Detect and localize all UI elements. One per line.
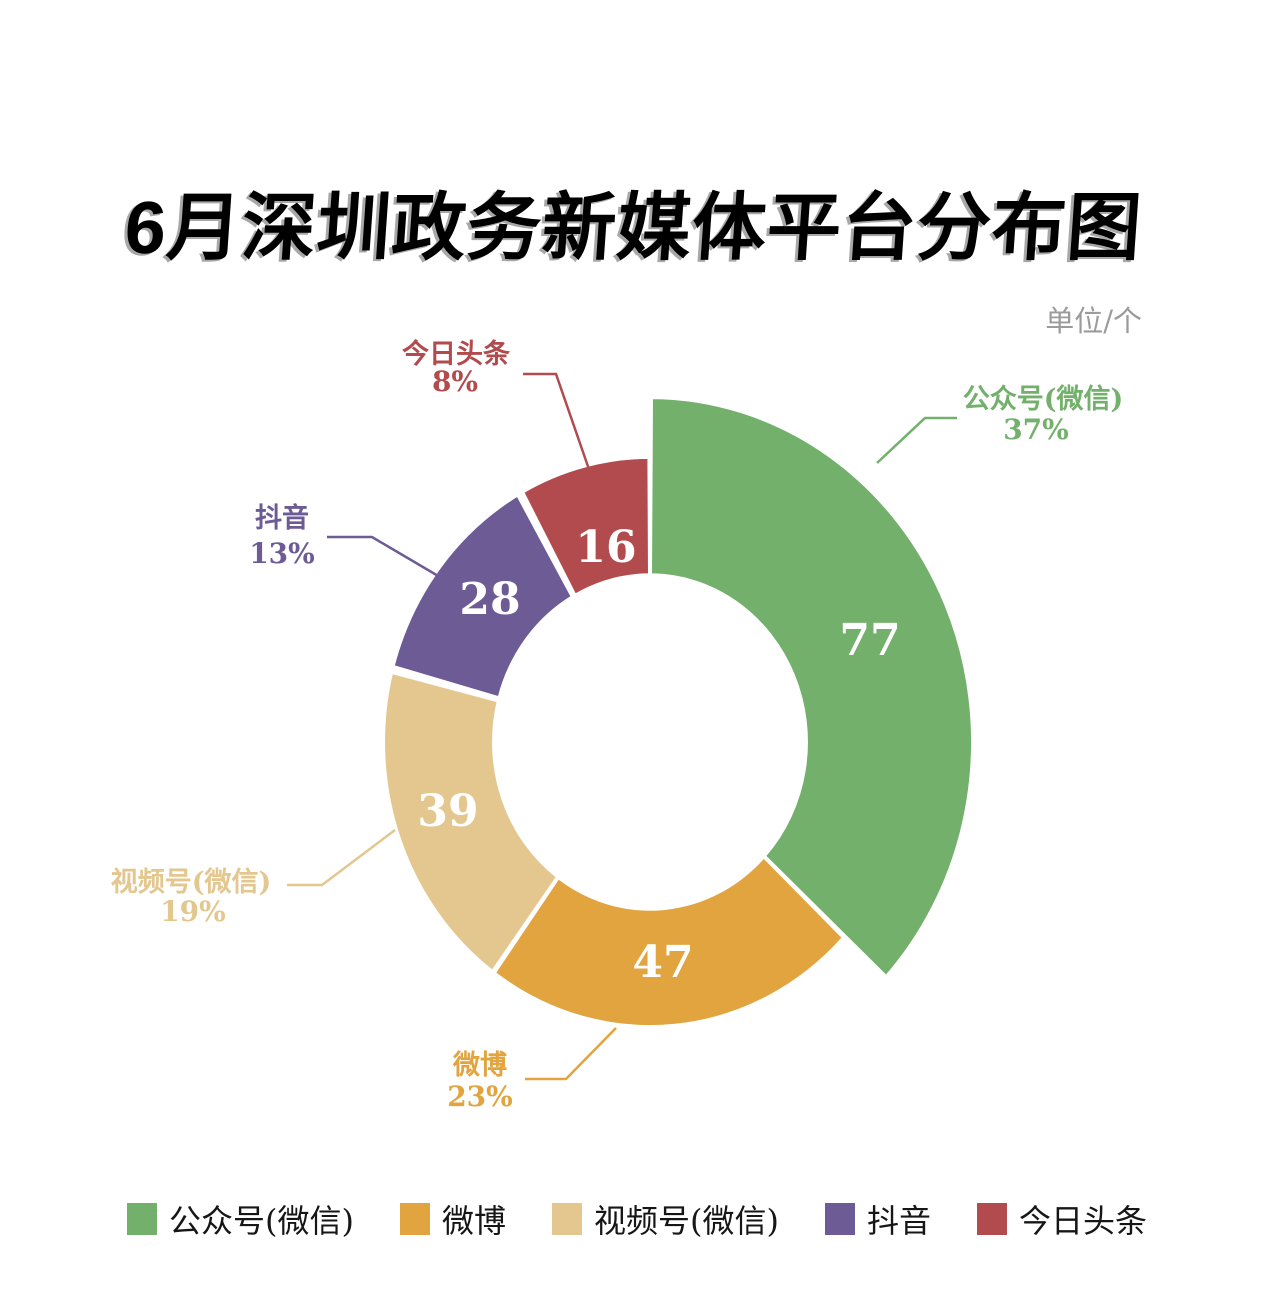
legend-item-wechat-video-account: 视频号(微信) [552,1196,779,1242]
chart-legend: 公众号(微信) 微博 视频号(微信) 抖音 今日头条 [127,1196,1147,1242]
slice-wechat-official-account [649,397,974,978]
callout-line-douyin [327,535,446,582]
slice-value-wechat-official-account: 77 [839,615,900,666]
unit-label: 单位/个 [1045,304,1142,338]
slice-value-weibo: 47 [632,937,693,988]
legend-label-wechat-video-account: 视频号(微信) [594,1202,779,1240]
legend-swatch-weibo [399,1203,430,1235]
legend-label-wechat-official-account: 公众号(微信) [169,1202,354,1240]
legend-label-toutiao: 今日头条 [1019,1202,1148,1240]
legend-swatch-douyin [824,1203,855,1235]
callout-percent-weibo: 23% [447,1080,513,1113]
callout-line-weibo [525,1027,617,1081]
legend-item-weibo: 微博 [399,1196,506,1242]
legend-swatch-toutiao [977,1203,1007,1235]
callout-percent-douyin: 13% [249,537,315,570]
callout-percent-wechat-official-account: 37% [1003,413,1069,446]
legend-swatch-wechat-video-account [552,1203,582,1235]
callout-line-wechat-video-account [287,829,396,887]
callout-category-toutiao: 今日头条 [402,338,511,370]
callout-category-wechat-video-account: 视频号(微信) [111,867,272,898]
callout-category-douyin: 抖音 [255,502,309,534]
callout-category-weibo: 微博 [452,1049,507,1081]
slice-value-wechat-video-account: 39 [417,786,478,837]
slice-toutiao [521,456,651,596]
callout-line-toutiao [523,372,594,479]
callout-percent-toutiao: 8% [432,365,478,398]
legend-item-wechat-official-account: 公众号(微信) [127,1196,354,1242]
callout-category-wechat-official-account: 公众号(微信) [963,384,1124,415]
legend-item-toutiao: 今日头条 [977,1196,1147,1242]
legend-swatch-wechat-official-account [127,1203,157,1235]
slice-weibo [493,856,845,1027]
slice-value-douyin: 28 [459,574,520,625]
legend-item-douyin: 抖音 [824,1196,931,1242]
slice-value-toutiao: 16 [575,522,636,573]
legend-label-douyin: 抖音 [866,1202,931,1240]
callout-line-wechat-official-account [876,416,957,464]
slice-wechat-video-account [383,671,559,973]
legend-label-weibo: 微博 [441,1202,506,1240]
slice-douyin [392,494,574,699]
callout-percent-wechat-video-account: 19% [160,895,226,928]
